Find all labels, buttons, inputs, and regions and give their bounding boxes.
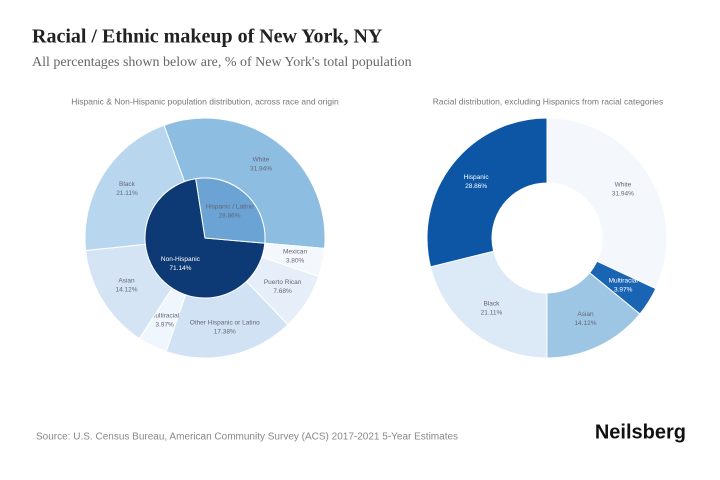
slice-label: Asian	[577, 311, 594, 318]
slice-value: 28.86%	[219, 212, 241, 219]
slice-value: 14.12%	[115, 287, 137, 294]
source: Source: U.S. Census Bureau, American Com…	[36, 432, 458, 443]
chart-title: Racial distribution, excluding Hispanics…	[433, 96, 664, 106]
slice-label: Mexican	[283, 249, 308, 256]
slice-label: Multiracial	[609, 278, 639, 285]
slice-value: 3.80%	[286, 258, 305, 265]
slice-value: 31.94%	[612, 190, 634, 197]
slice-value: 71.14%	[169, 265, 191, 272]
slice	[426, 117, 548, 268]
brand: Neilsberg	[595, 421, 686, 443]
slice-label: Hispanic	[464, 174, 490, 181]
title: Racial / Ethnic makeup of New York, NY	[32, 26, 383, 48]
slice-value: 7.68%	[273, 288, 292, 295]
slice-value: 14.12%	[574, 320, 596, 327]
slice-label: White	[615, 181, 632, 188]
slice-label: White	[253, 157, 270, 164]
chart-title: Hispanic & Non-Hispanic population distr…	[71, 96, 339, 106]
slice-label: Hispanic / Latino	[206, 203, 254, 210]
slice-value: 31.94%	[250, 166, 272, 173]
slice-value: 21.11%	[481, 310, 503, 317]
slice-value: 28.86%	[465, 183, 487, 190]
slice-label: Asian	[118, 278, 135, 285]
subtitle: All percentages shown below are, % of Ne…	[32, 55, 412, 70]
slice-value: 3.97%	[155, 321, 174, 328]
slice-label: Puerto Rican	[264, 279, 302, 286]
slice	[429, 250, 548, 359]
slice-label: Other Hispanic or Latino	[190, 320, 260, 327]
slice	[195, 177, 266, 244]
slice-label: Multiracial	[150, 312, 180, 319]
slice-value: 3.97%	[614, 287, 633, 294]
slice-label: Non-Hispanic	[161, 256, 201, 263]
slice-label: Black	[119, 181, 136, 188]
slice-value: 17.38%	[214, 329, 236, 336]
slice	[546, 117, 668, 290]
slice-value: 21.11%	[116, 190, 138, 197]
slice-label: Black	[484, 301, 501, 308]
